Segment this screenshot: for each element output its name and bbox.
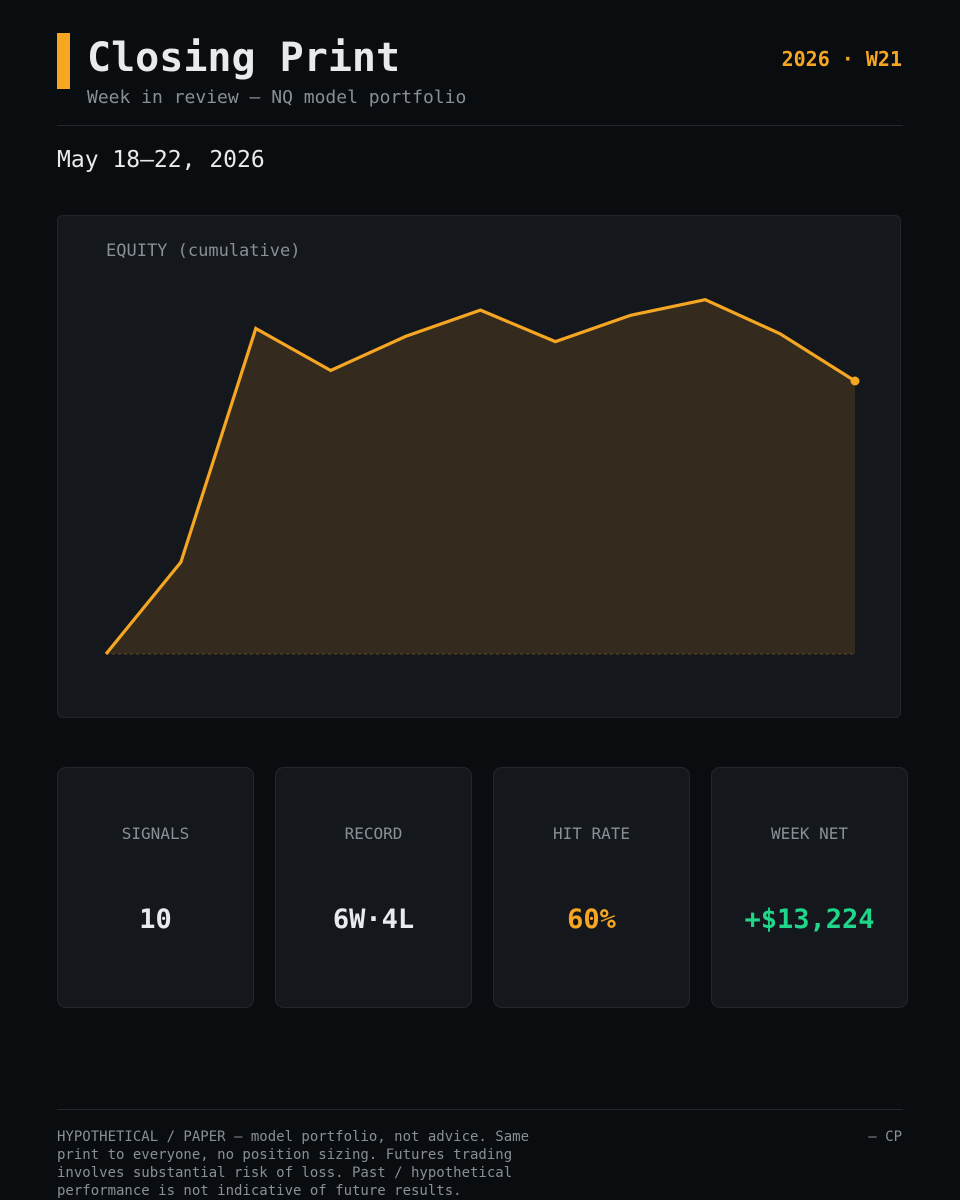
disclaimer-text: HYPOTHETICAL / PAPER — model portfolio, … <box>57 1129 530 1199</box>
stat-label-hit-rate: HIT RATE <box>552 824 631 843</box>
page-title: Closing Print <box>87 35 401 81</box>
equity-area <box>106 299 855 654</box>
equity-chart <box>104 297 860 656</box>
page-subtitle: Week in review — NQ model portfolio <box>87 87 467 108</box>
date-range: May 18–22, 2026 <box>57 147 265 173</box>
stat-label-week-net: WEEK NET <box>770 824 849 843</box>
chart-title: EQUITY (cumulative) <box>106 241 301 261</box>
stat-label-signals: SIGNALS <box>121 824 190 843</box>
stat-label-record: RECORD <box>344 824 403 843</box>
stat-card-record: RECORD 6W·4L <box>275 767 472 1008</box>
equity-endpoint-marker <box>850 376 860 386</box>
footer-divider <box>57 1109 903 1110</box>
accent-bar <box>57 33 70 89</box>
stat-card-signals: SIGNALS 10 <box>57 767 254 1008</box>
stat-card-week-net: WEEK NET +$13,224 <box>711 767 908 1008</box>
stat-value-week-net: +$13,224 <box>744 904 875 935</box>
signoff: — CP <box>868 1129 902 1145</box>
stat-value-record: 6W·4L <box>332 904 415 935</box>
equity-line <box>104 297 856 656</box>
header-divider <box>57 125 903 126</box>
stat-value-signals: 10 <box>139 904 172 935</box>
stat-card-hit-rate: HIT RATE 60% <box>493 767 690 1008</box>
stat-value-hit-rate: 60% <box>567 904 616 935</box>
equity-chart-panel: EQUITY (cumulative) <box>57 215 901 718</box>
week-badge: 2026 · W21 <box>781 47 902 71</box>
